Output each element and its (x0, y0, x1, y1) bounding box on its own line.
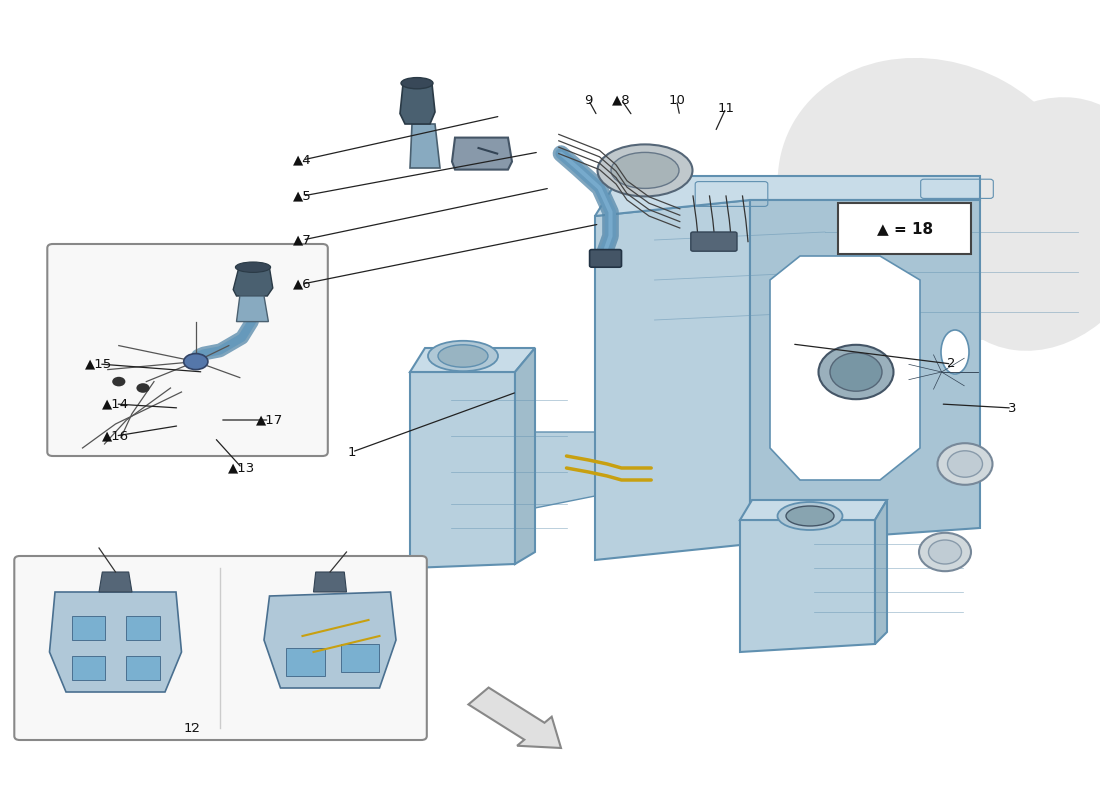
Text: ▲15: ▲15 (86, 358, 112, 370)
Ellipse shape (947, 450, 982, 477)
FancyBboxPatch shape (126, 616, 160, 640)
FancyArrow shape (469, 687, 561, 748)
Polygon shape (400, 84, 434, 124)
Text: ▲ = 18: ▲ = 18 (877, 222, 933, 236)
Polygon shape (50, 592, 182, 692)
Text: 10: 10 (668, 94, 685, 106)
Text: 12: 12 (184, 722, 201, 734)
Ellipse shape (748, 144, 968, 368)
Polygon shape (233, 268, 273, 296)
FancyBboxPatch shape (286, 648, 324, 676)
Circle shape (136, 383, 150, 393)
Text: ▲17: ▲17 (256, 414, 283, 426)
Ellipse shape (937, 443, 992, 485)
Polygon shape (770, 256, 920, 480)
Text: 11: 11 (717, 102, 735, 114)
Text: 1: 1 (348, 446, 356, 458)
Text: 9: 9 (584, 94, 593, 106)
FancyBboxPatch shape (341, 644, 380, 672)
Text: 2: 2 (947, 358, 956, 370)
Polygon shape (236, 296, 268, 322)
Polygon shape (99, 572, 132, 592)
Ellipse shape (610, 152, 679, 188)
Text: ▲13: ▲13 (229, 462, 255, 474)
Ellipse shape (778, 502, 843, 530)
Text: a passion for Ferrari since 1985: a passion for Ferrari since 1985 (462, 417, 682, 543)
Polygon shape (264, 592, 396, 688)
Ellipse shape (597, 144, 693, 196)
FancyBboxPatch shape (72, 616, 104, 640)
Ellipse shape (928, 540, 961, 564)
Ellipse shape (402, 78, 433, 89)
Text: 3: 3 (1008, 402, 1016, 414)
Polygon shape (410, 348, 535, 372)
Ellipse shape (830, 353, 882, 391)
Text: ▲8: ▲8 (613, 94, 630, 106)
Text: ▲16: ▲16 (102, 430, 129, 442)
FancyBboxPatch shape (14, 556, 427, 740)
Ellipse shape (778, 58, 1092, 342)
Polygon shape (452, 138, 512, 170)
Ellipse shape (933, 97, 1100, 351)
Polygon shape (410, 124, 440, 168)
Polygon shape (740, 520, 874, 652)
Ellipse shape (786, 506, 834, 526)
Polygon shape (750, 200, 980, 544)
Text: ▲5: ▲5 (293, 190, 312, 202)
Ellipse shape (818, 345, 893, 399)
Ellipse shape (940, 330, 969, 374)
FancyBboxPatch shape (590, 250, 621, 267)
Text: ▲7: ▲7 (293, 234, 312, 246)
Polygon shape (314, 572, 346, 592)
Polygon shape (740, 500, 887, 520)
FancyBboxPatch shape (838, 203, 971, 254)
Circle shape (112, 377, 125, 386)
Polygon shape (410, 372, 515, 568)
FancyBboxPatch shape (126, 656, 160, 680)
Polygon shape (515, 348, 535, 564)
Text: ▲4: ▲4 (294, 154, 311, 166)
FancyBboxPatch shape (47, 244, 328, 456)
Polygon shape (515, 432, 595, 512)
Polygon shape (595, 200, 750, 560)
Polygon shape (874, 500, 887, 644)
Ellipse shape (428, 341, 498, 371)
Ellipse shape (184, 354, 208, 370)
FancyBboxPatch shape (691, 232, 737, 251)
Ellipse shape (235, 262, 271, 272)
Text: ▲14: ▲14 (102, 398, 129, 410)
Polygon shape (595, 176, 980, 216)
Text: ▲6: ▲6 (294, 278, 311, 290)
FancyBboxPatch shape (72, 656, 104, 680)
Ellipse shape (918, 533, 971, 571)
Ellipse shape (438, 345, 488, 367)
